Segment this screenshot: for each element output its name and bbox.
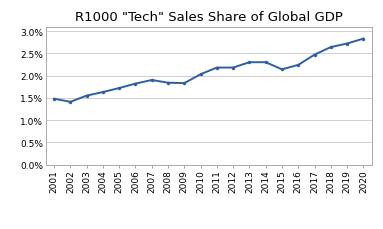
Title: R1000 "Tech" Sales Share of Global GDP: R1000 "Tech" Sales Share of Global GDP	[75, 11, 343, 24]
